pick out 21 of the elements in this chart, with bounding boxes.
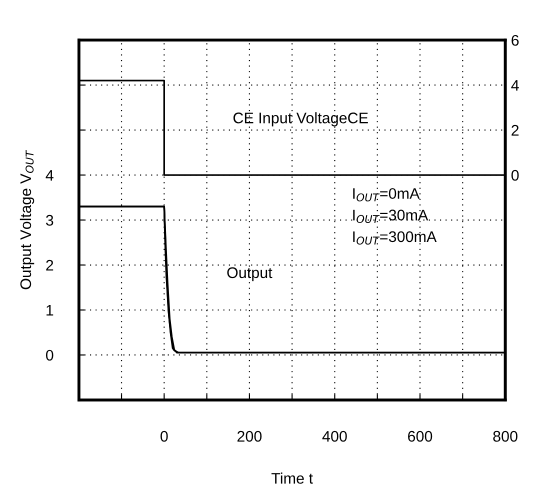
y2-tick-label: 6 (512, 34, 519, 46)
x-tick-label: 400 (322, 430, 347, 442)
y-tick-label: 2 (46, 260, 54, 271)
y-axis-title: Output Voltage V$_{OUT}$ (20, 150, 34, 290)
annotation: I$_{OUT}$=30mA (353, 210, 428, 224)
annotation: I$_{OUT}$=0mA (353, 188, 420, 202)
y2-tick-label: 4 (511, 80, 519, 91)
annotation: I$_{OUT}$=300mA (353, 231, 437, 245)
x-tick-label: 800 (493, 430, 518, 442)
y-tick-label: 0 (46, 350, 54, 361)
y-tick-label: 4 (46, 170, 54, 181)
y-tick-label: 1 (46, 305, 54, 316)
x-tick-label: 200 (237, 430, 262, 442)
x-tick-label: 0 (160, 430, 168, 442)
annotation: CE Input VoltageCE (233, 112, 368, 126)
x-axis-title: Time t (271, 472, 313, 484)
x-tick-label: 600 (408, 430, 432, 442)
y-tick-label: 3 (46, 214, 54, 226)
y2-tick-label: 0 (511, 170, 519, 181)
annotation: Output (227, 267, 272, 282)
y2-tick-label: 2 (512, 124, 519, 136)
